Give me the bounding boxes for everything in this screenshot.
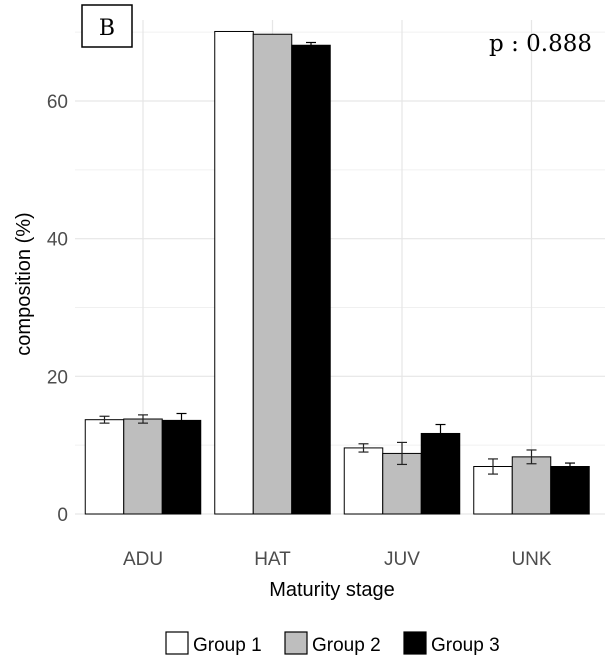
panel-label: B <box>99 16 115 41</box>
error-bar <box>435 423 446 444</box>
bar <box>214 30 254 515</box>
legend-label: Group 3 <box>431 635 500 656</box>
legend-label: Group 2 <box>312 635 381 656</box>
x-tick-label: HAT <box>254 549 291 570</box>
bar <box>291 44 331 515</box>
error-bar <box>176 412 187 428</box>
bar <box>252 33 293 515</box>
bars <box>84 30 590 515</box>
error-bar <box>358 443 369 453</box>
x-axis-title: Maturity stage <box>269 579 395 601</box>
y-tick-label: 20 <box>47 367 68 388</box>
error-bar <box>397 441 407 466</box>
legend-swatch <box>165 631 189 655</box>
legend-swatch <box>403 631 427 655</box>
error-bar <box>565 462 575 471</box>
legend: Group 1 Group 2 Group 3 <box>165 631 500 656</box>
panel-label-box <box>81 4 133 48</box>
bar <box>161 419 202 515</box>
x-tick-label: UNK <box>511 549 551 570</box>
error-bar <box>138 414 148 424</box>
bar <box>343 447 384 515</box>
bar <box>511 456 552 515</box>
x-tick-label: ADU <box>123 549 163 570</box>
error-bar <box>306 41 316 49</box>
x-tick-label: JUV <box>384 549 420 570</box>
y-tick-label: 40 <box>47 230 68 251</box>
bar <box>84 419 125 515</box>
bar <box>550 466 590 515</box>
tick-labels: 0 20 40 60 ADU HAT JUV UNK <box>47 92 552 570</box>
y-tick-label: 0 <box>57 505 68 526</box>
error-bar <box>526 449 537 465</box>
y-tick-label: 60 <box>47 92 68 113</box>
error-bar <box>488 458 498 475</box>
y-axis-title: composition (%) <box>13 212 35 355</box>
p-value-annotation: p : 0.888 <box>489 31 592 57</box>
legend-swatch <box>284 631 308 655</box>
bar <box>123 418 163 515</box>
bar <box>420 432 461 515</box>
legend-label: Group 1 <box>193 635 262 656</box>
error-bar <box>99 415 110 424</box>
